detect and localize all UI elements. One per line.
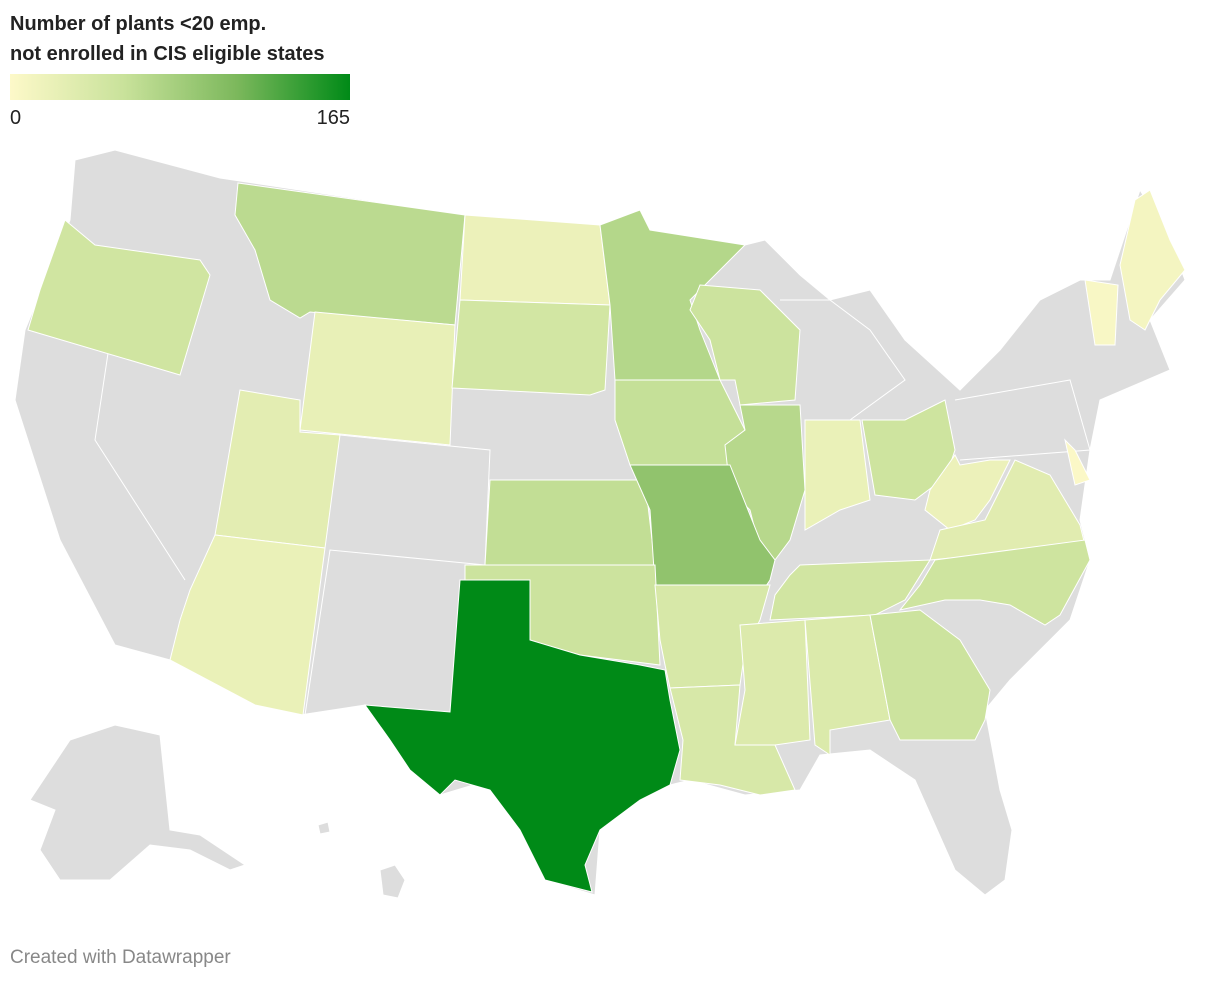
legend-gradient [10, 74, 350, 100]
state[interactable] [484, 479, 656, 566]
state[interactable] [299, 311, 456, 446]
state[interactable] [451, 299, 611, 396]
state[interactable] [869, 609, 991, 741]
state[interactable] [1084, 279, 1119, 346]
hawaii [379, 864, 406, 899]
state[interactable] [924, 454, 1011, 531]
footer: Created with Datawrapper [10, 947, 231, 968]
chart-title: Number of plants <20 emp. not enrolled in… [10, 13, 325, 65]
state[interactable] [27, 219, 211, 376]
state[interactable] [599, 209, 747, 381]
state[interactable] [669, 684, 796, 796]
state[interactable] [734, 619, 811, 746]
state[interactable] [769, 559, 931, 621]
state-border [94, 339, 186, 581]
state[interactable] [234, 182, 466, 326]
state[interactable] [1064, 438, 1091, 486]
hawaii-small [317, 821, 331, 835]
state[interactable] [689, 284, 801, 406]
state[interactable] [169, 534, 326, 716]
state[interactable] [898, 539, 1091, 626]
states [27, 182, 1186, 893]
legend-min: 0 [10, 107, 21, 129]
legend-max: 165 [317, 107, 350, 129]
state-border [954, 379, 1091, 461]
state[interactable] [804, 419, 871, 531]
state[interactable] [1119, 189, 1186, 331]
state[interactable] [459, 214, 611, 306]
alaska [29, 724, 247, 881]
state[interactable] [363, 579, 681, 893]
